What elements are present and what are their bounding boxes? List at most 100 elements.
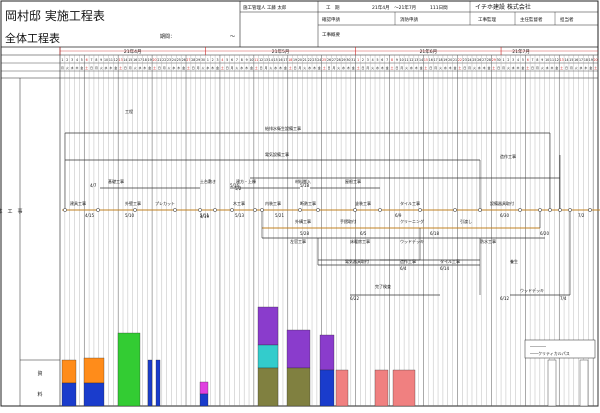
date-label-4: 5/13 — [235, 213, 244, 218]
task-label-25: 電気器具取付 — [345, 258, 369, 264]
day-number: 3 — [367, 58, 369, 62]
node-16 — [518, 208, 522, 212]
date-label-13: 5/18 — [300, 183, 309, 188]
task-label-8: 建具工事 — [70, 200, 86, 206]
title-main: 岡村邸 実施工程表 — [5, 8, 105, 23]
weekday-label: 水 — [206, 65, 209, 70]
weekday-label: 日 — [124, 66, 127, 70]
weekday-label: 月 — [231, 66, 234, 70]
task-label-11: 木工事 — [233, 200, 245, 206]
legend-line-sample: ―――― — [530, 344, 546, 349]
resource-bar-7-0 — [286, 329, 311, 369]
weekday-label: 木 — [313, 65, 316, 70]
day-number: 17 — [283, 58, 287, 62]
date-label-18: 4/19 — [200, 214, 209, 219]
weekday-label: 木 — [415, 65, 418, 70]
resource-bar-8-1 — [319, 369, 335, 407]
weekday-label: 日 — [497, 66, 500, 70]
weekday-label: 土 — [424, 65, 427, 70]
weekday-label: 金 — [454, 65, 457, 70]
weekday-label: 金 — [284, 65, 287, 70]
header-row2-0: 確認申請 — [322, 16, 340, 23]
right-mark-1 — [547, 359, 557, 407]
month-label-3: 21年7月 — [512, 48, 530, 55]
day-number: 8 — [95, 58, 97, 62]
weekday-label: 火 — [303, 66, 306, 70]
day-number: 23 — [463, 58, 467, 62]
weekday-label: 日 — [294, 66, 297, 70]
day-number: 1 — [357, 58, 359, 62]
day-number: 27 — [482, 58, 486, 62]
day-number: 31 — [351, 58, 355, 62]
date-label-1: 5/10 — [125, 213, 134, 218]
task-label-29: 完了検査 — [375, 283, 391, 289]
task-label-21: 左官工事 — [290, 238, 306, 244]
day-number: 1 — [207, 58, 209, 62]
weekday-label: 土 — [255, 65, 258, 70]
node-20 — [568, 208, 572, 212]
day-number: 2 — [212, 58, 214, 62]
day-number: 24 — [317, 58, 321, 62]
weekday-label: 日 — [327, 66, 330, 70]
date-label-16: 6/22 — [350, 296, 359, 301]
header-row2-1: 消防申請 — [400, 16, 418, 23]
day-number: 19 — [443, 58, 447, 62]
task-label-7: 屋根工事 — [345, 178, 361, 184]
weekday-label: 日 — [226, 66, 229, 70]
weekday-label: 金 — [318, 65, 321, 70]
weekday-label: 土 — [221, 65, 224, 70]
node-2 — [133, 208, 137, 212]
day-number: 9 — [396, 58, 398, 62]
day-number: 17 — [138, 58, 142, 62]
day-number: 21 — [453, 58, 457, 62]
weekday-label: 金 — [386, 65, 389, 70]
weekday-label: 金 — [589, 65, 592, 70]
day-number: 1 — [502, 58, 504, 62]
day-number: 29 — [342, 58, 346, 62]
day-number: 9 — [541, 58, 543, 62]
weekday-label: 土 — [458, 65, 461, 70]
node-12 — [378, 208, 382, 212]
weekday-label: 水 — [342, 65, 345, 70]
weekday-label: 土 — [153, 65, 156, 70]
resource-bar-4-0 — [155, 359, 161, 407]
day-number: 12 — [555, 58, 559, 62]
work-label: 工 期 — [326, 5, 340, 11]
day-number: 7 — [236, 58, 238, 62]
weekday-label: 木 — [279, 65, 282, 70]
weekday-label: 水 — [274, 65, 277, 70]
day-number: 9 — [246, 58, 248, 62]
day-number: 28 — [191, 58, 195, 62]
resource-bar-3-0 — [147, 359, 153, 407]
day-number: 26 — [182, 58, 186, 62]
date-label-6: 5/28 — [300, 231, 309, 236]
day-number: 6 — [381, 58, 383, 62]
weekday-label: 木 — [177, 65, 180, 70]
day-number: 16 — [279, 58, 283, 62]
weekday-label: 水 — [172, 65, 175, 70]
contractor-label: 施工管理人 工藤 太郎 — [243, 4, 287, 11]
task-label-16: 設備器具取付 — [490, 200, 514, 206]
resource-bar-6-1 — [257, 344, 279, 369]
weekday-label: 火 — [337, 66, 340, 70]
task-label-18: 手摺取付 — [340, 218, 356, 224]
day-number: 7 — [532, 58, 534, 62]
date-label-15: 6/14 — [440, 266, 449, 271]
weekday-label: 日 — [429, 66, 432, 70]
day-number: 22 — [162, 58, 166, 62]
header-row2-3: 主任監督者 — [520, 16, 543, 23]
section-main-label: 本 工 事 — [0, 208, 23, 215]
month-label-0: 21年4月 — [124, 48, 142, 55]
day-number: 15 — [569, 58, 573, 62]
node-19 — [558, 208, 562, 212]
day-number: 10 — [249, 58, 253, 62]
day-number: 17 — [579, 58, 583, 62]
day-number: 25 — [322, 58, 326, 62]
weekday-label: 木 — [584, 65, 587, 70]
day-number: 16 — [574, 58, 578, 62]
day-number: 10 — [400, 58, 404, 62]
weekday-label: 木 — [449, 65, 452, 70]
weekday-label: 月 — [197, 66, 200, 70]
day-number: 7 — [386, 58, 388, 62]
